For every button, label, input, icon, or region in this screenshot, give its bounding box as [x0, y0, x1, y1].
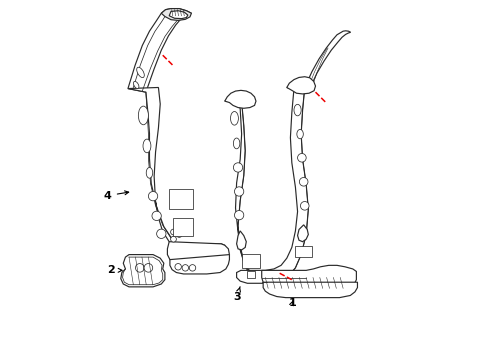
Text: 3: 3 — [233, 287, 240, 302]
Circle shape — [135, 264, 144, 272]
Ellipse shape — [137, 67, 144, 78]
Polygon shape — [128, 9, 191, 92]
Circle shape — [189, 265, 195, 271]
Circle shape — [176, 231, 182, 237]
Circle shape — [170, 236, 176, 242]
Text: 1: 1 — [287, 298, 295, 308]
Polygon shape — [297, 225, 308, 242]
Text: 4: 4 — [104, 191, 128, 201]
Ellipse shape — [233, 138, 239, 149]
Circle shape — [234, 187, 244, 196]
Circle shape — [299, 177, 307, 186]
Polygon shape — [286, 77, 315, 94]
Circle shape — [148, 192, 158, 201]
FancyBboxPatch shape — [247, 271, 255, 278]
Circle shape — [156, 229, 165, 238]
Polygon shape — [169, 255, 229, 274]
Ellipse shape — [293, 104, 301, 116]
FancyBboxPatch shape — [241, 254, 260, 268]
Polygon shape — [121, 255, 164, 287]
Polygon shape — [169, 11, 187, 19]
Circle shape — [297, 153, 305, 162]
Circle shape — [233, 163, 242, 172]
Circle shape — [152, 211, 161, 221]
Text: 2: 2 — [107, 265, 122, 275]
Ellipse shape — [146, 167, 152, 178]
Ellipse shape — [138, 106, 148, 125]
Polygon shape — [161, 9, 191, 21]
FancyBboxPatch shape — [169, 189, 192, 209]
Ellipse shape — [142, 139, 151, 153]
Circle shape — [182, 265, 188, 271]
Circle shape — [234, 211, 244, 220]
Polygon shape — [236, 87, 308, 283]
Ellipse shape — [296, 130, 303, 139]
Polygon shape — [236, 231, 246, 250]
Polygon shape — [224, 90, 255, 108]
Ellipse shape — [230, 112, 238, 125]
Polygon shape — [224, 96, 297, 284]
Circle shape — [175, 264, 181, 270]
Circle shape — [300, 202, 308, 210]
FancyBboxPatch shape — [172, 218, 192, 235]
Polygon shape — [263, 282, 357, 298]
Circle shape — [144, 264, 152, 272]
Polygon shape — [261, 265, 356, 291]
Polygon shape — [304, 31, 350, 89]
FancyBboxPatch shape — [295, 246, 311, 257]
Ellipse shape — [133, 81, 139, 89]
Polygon shape — [128, 87, 224, 255]
Circle shape — [170, 229, 176, 235]
Polygon shape — [167, 242, 229, 265]
